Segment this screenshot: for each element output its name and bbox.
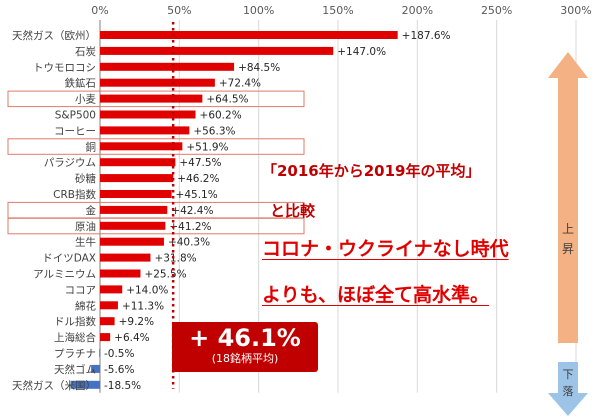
bar	[100, 94, 203, 103]
value-label: +6.4%	[114, 332, 149, 344]
value-label: +45.1%	[176, 189, 218, 201]
highlight-box	[7, 90, 305, 108]
label-layer: 0% 50% 100% 150% 200% 250% 300% 天然ガス（欧州） +187.6%…	[12, 4, 592, 392]
bar	[100, 158, 176, 167]
category-label: アルミニウム	[33, 269, 96, 281]
average-box: + 46.1% (18銘柄平均)	[172, 322, 318, 372]
down-arrow-label: 下	[563, 368, 574, 381]
bar	[100, 221, 166, 230]
bar	[100, 269, 141, 278]
up-arrow	[548, 52, 588, 343]
value-label: +72.4%	[219, 78, 261, 90]
category-label: 上海総合	[54, 331, 96, 344]
category-label: 天然ガス（欧州）	[12, 29, 96, 42]
category-label: 石炭	[75, 46, 96, 58]
x-tick-label: 50%	[167, 4, 191, 17]
average-value: + 46.1%	[189, 324, 301, 352]
category-label: ドイツDAX	[42, 253, 96, 265]
category-label: S&P500	[55, 110, 96, 122]
category-label: 銅	[86, 140, 97, 153]
bar	[100, 237, 164, 246]
category-label: ドル指数	[54, 315, 96, 328]
bar	[100, 78, 215, 87]
value-label: +47.5%	[179, 157, 221, 169]
bar	[100, 253, 151, 262]
bar	[100, 62, 235, 71]
bar-layer	[70, 31, 398, 389]
category-label: 砂糖	[75, 172, 96, 185]
value-label: +60.2%	[200, 110, 242, 122]
value-label: +64.5%	[206, 94, 248, 106]
bar	[100, 31, 398, 39]
category-label: 小麦	[75, 94, 96, 106]
callout-compare: と比較	[270, 202, 316, 220]
bar	[99, 349, 101, 357]
bar	[91, 364, 100, 373]
value-label: +84.5%	[238, 62, 280, 74]
bar	[100, 110, 196, 119]
bar	[100, 174, 174, 183]
category-label: コーヒー	[54, 125, 96, 137]
average-label: (18銘柄平均)	[211, 352, 279, 365]
category-label: 生牛	[75, 236, 96, 249]
value-label: -18.5%	[104, 380, 141, 392]
value-label: -0.5%	[104, 348, 134, 360]
x-tick-label: 250%	[481, 4, 512, 17]
category-label: CRB指数	[53, 188, 96, 201]
value-label: +9.2%	[119, 316, 154, 328]
up-arrow-label: 上	[562, 222, 574, 236]
category-label: 天然ガス（米国）	[12, 379, 96, 392]
highlight-box	[7, 217, 305, 235]
x-tick-label: 300%	[560, 4, 591, 17]
down-arrow-label: 落	[563, 385, 574, 398]
category-label: 原油	[75, 220, 96, 233]
bar	[100, 190, 172, 198]
category-label: パラジウム	[44, 157, 96, 169]
callout-conclusion: よりも、ほぼ全て高水準。	[262, 284, 490, 306]
highlight-layer	[7, 90, 305, 235]
category-label: 金	[86, 204, 97, 217]
bar	[100, 46, 334, 55]
callout-era: コロナ・ウクライナなし時代	[262, 238, 509, 260]
x-tick-label: 150%	[322, 4, 353, 17]
bar	[100, 301, 118, 310]
value-label: +46.2%	[177, 173, 219, 185]
category-label: ココア	[65, 284, 97, 296]
highlight-box	[7, 138, 305, 155]
callout-period: 「2016年から2019年の平均」	[262, 162, 481, 180]
value-label: +42.4%	[171, 205, 213, 217]
category-label: トウモロコシ	[33, 62, 96, 74]
bar	[70, 380, 100, 389]
bar	[100, 205, 168, 214]
x-tick-label: 100%	[243, 4, 274, 17]
bar	[100, 126, 190, 135]
value-label: -5.6%	[104, 364, 134, 376]
value-label: +187.6%	[402, 30, 451, 42]
value-label: +11.3%	[122, 300, 164, 312]
up-arrow-label: 昇	[562, 242, 574, 256]
value-label: +40.3%	[168, 237, 210, 249]
bar	[100, 285, 123, 294]
down-arrow	[548, 362, 588, 416]
category-label: プラチナ	[54, 348, 96, 360]
category-label: 天然ゴム	[54, 363, 96, 376]
value-label: +51.9%	[186, 141, 228, 153]
category-label: 綿花	[75, 299, 96, 312]
x-tick-label: 200%	[402, 4, 433, 17]
category-label: 鉄鉱石	[65, 77, 97, 90]
bar	[100, 317, 115, 326]
bar	[100, 333, 111, 342]
value-label: +31.8%	[154, 253, 196, 265]
value-label: +41.2%	[169, 221, 211, 233]
value-label: +56.3%	[193, 125, 235, 137]
x-tick-label: 0%	[91, 4, 108, 17]
value-label: +147.0%	[337, 46, 386, 58]
value-label: +14.0%	[126, 284, 168, 296]
bar	[100, 142, 183, 151]
value-label: +25.5%	[144, 269, 186, 281]
